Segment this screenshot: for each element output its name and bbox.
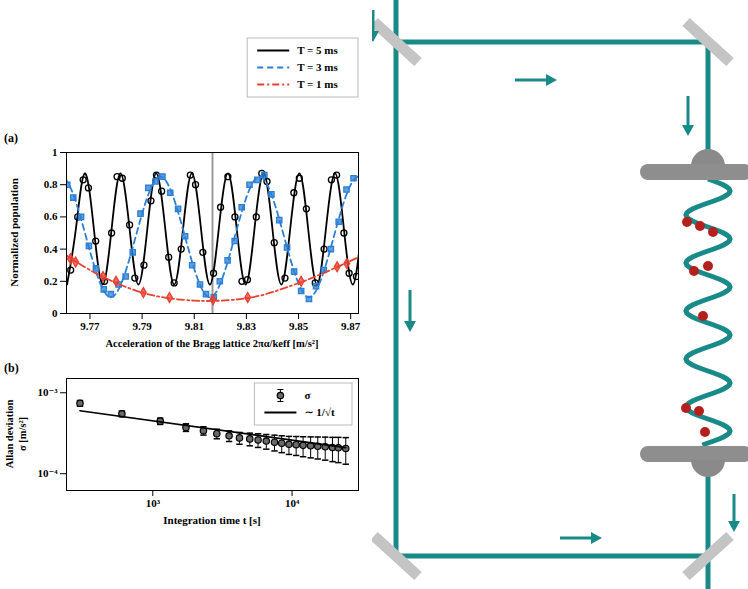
svg-text:∼ 1/√t: ∼ 1/√t: [304, 406, 335, 418]
svg-text:10⁻³: 10⁻³: [37, 386, 58, 398]
svg-text:Allan deviation: Allan deviation: [4, 400, 15, 469]
svg-text:Acceleration of the Bragg latt: Acceleration of the Bragg lattice 2πα/ke…: [105, 338, 318, 349]
svg-text:T = 3 ms: T = 3 ms: [297, 61, 338, 73]
svg-text:9.79: 9.79: [132, 320, 152, 332]
svg-text:10⁴: 10⁴: [285, 497, 300, 509]
svg-text:0.6: 0.6: [44, 210, 58, 222]
svg-text:9.85: 9.85: [289, 320, 309, 332]
svg-text:σ [m/s²]: σ [m/s²]: [17, 417, 28, 451]
svg-text:(a): (a): [4, 131, 18, 145]
svg-text:σ: σ: [304, 389, 310, 401]
svg-text:0.4: 0.4: [44, 243, 58, 255]
svg-text:(b): (b): [4, 361, 19, 375]
svg-text:10³: 10³: [146, 497, 161, 509]
svg-text:9.81: 9.81: [185, 320, 204, 332]
svg-text:T = 5 ms: T = 5 ms: [297, 44, 338, 56]
svg-text:Integration time t [s]: Integration time t [s]: [163, 514, 260, 526]
svg-text:0.8: 0.8: [44, 178, 58, 190]
svg-text:T = 1 ms: T = 1 ms: [297, 78, 338, 90]
svg-text:9.87: 9.87: [341, 320, 361, 332]
svg-text:0.2: 0.2: [44, 275, 58, 287]
svg-text:9.77: 9.77: [80, 320, 100, 332]
svg-text:10⁻⁴: 10⁻⁴: [37, 467, 58, 479]
svg-text:0: 0: [52, 307, 58, 319]
svg-text:9.83: 9.83: [237, 320, 257, 332]
svg-text:Normalized population: Normalized population: [8, 178, 20, 286]
svg-text:1: 1: [52, 146, 58, 158]
